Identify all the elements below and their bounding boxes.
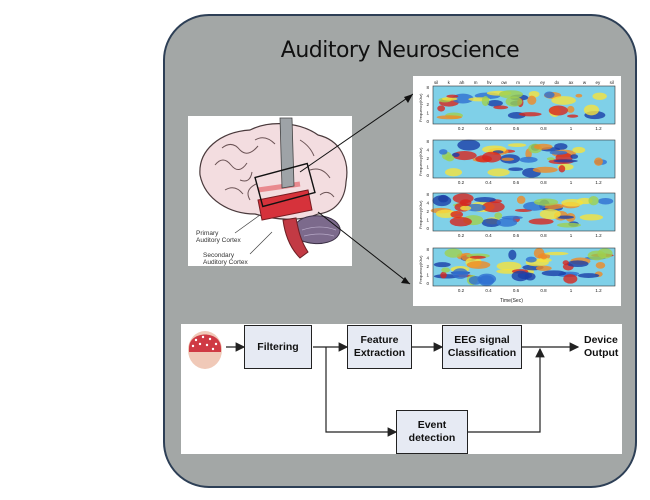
x-tick-label: 0.2 [458, 126, 465, 131]
filtering-box: Filtering [244, 325, 312, 369]
y-tick-label: 8 [426, 192, 429, 197]
phoneme-label: ow [501, 80, 507, 85]
x-tick-label: 0.8 [540, 233, 547, 238]
x-tick-label: 0.8 [540, 180, 547, 185]
y-tick-label: 1 [426, 165, 429, 170]
phoneme-label: ah [459, 80, 465, 85]
device-output-label: Device Output [584, 334, 619, 359]
x-tick-label: 1 [570, 126, 573, 131]
phoneme-label: dx [554, 80, 560, 85]
y-axis-label: Frequency(Khz) [418, 93, 423, 122]
x-tick-label: 0.2 [458, 288, 465, 293]
y-tick-label: 2 [426, 264, 429, 269]
x-tick-label: 1.2 [595, 288, 602, 293]
x-tick-label: 0.6 [513, 288, 520, 293]
y-tick-label: 2 [426, 209, 429, 214]
x-tick-label: 1.2 [595, 180, 602, 185]
time-axis-label: Time(Sec) [500, 298, 523, 304]
phoneme-label: m [473, 80, 478, 85]
y-axis-label: Frequency(Khz) [418, 200, 423, 229]
phoneme-label: r [529, 80, 531, 85]
eeg-classification-box: EEG signal Classification [442, 325, 522, 369]
phoneme-label: ax [568, 80, 574, 85]
y-tick-label: 8 [426, 85, 429, 90]
y-tick-label: 8 [426, 139, 429, 144]
y-tick-label: 2 [426, 156, 429, 161]
y-axis-label: Frequency(Khz) [418, 147, 423, 176]
y-tick-label: 1 [426, 273, 429, 278]
feature-extraction-box: Feature Extraction [347, 325, 412, 369]
x-tick-label: 0.4 [485, 126, 492, 131]
y-tick-label: 0 [426, 173, 429, 178]
phoneme-label: m [516, 80, 520, 85]
y-tick-label: 2 [426, 102, 429, 107]
y-tick-label: 8 [426, 247, 429, 252]
phoneme-label: ey [540, 80, 546, 85]
x-tick-label: 1 [570, 180, 573, 185]
y-tick-label: 1 [426, 111, 429, 116]
y-tick-label: 0 [426, 281, 429, 286]
x-tick-label: 0.2 [458, 180, 465, 185]
phoneme-label: ey [595, 80, 601, 85]
y-tick-label: 4 [426, 148, 429, 153]
phoneme-label: hv [486, 80, 492, 85]
x-tick-label: 0.8 [540, 288, 547, 293]
secondary-auditory-cortex-label: Secondary Auditory Cortex [203, 252, 248, 266]
y-axis-label: Frequency(Khz) [418, 255, 423, 284]
y-tick-label: 4 [426, 94, 429, 99]
phoneme-label: w [582, 80, 587, 85]
phoneme-label: sil [434, 80, 439, 85]
x-tick-label: 1 [570, 288, 573, 293]
y-tick-label: 4 [426, 201, 429, 206]
primary-auditory-cortex-label: Primary Auditory Cortex [196, 230, 241, 244]
x-tick-label: 0.6 [513, 126, 520, 131]
eeg-cap-head-icon [184, 328, 226, 372]
x-tick-label: 0.4 [485, 233, 492, 238]
event-detection-box: Event detection [396, 410, 468, 454]
x-tick-label: 0.4 [485, 288, 492, 293]
x-tick-label: 0.8 [540, 126, 547, 131]
x-tick-label: 0.2 [458, 233, 465, 238]
y-tick-label: 0 [426, 119, 429, 124]
page-title: Auditory Neuroscience [280, 38, 520, 63]
phoneme-label: sil [609, 80, 614, 85]
x-tick-label: 0.4 [485, 180, 492, 185]
x-tick-label: 0.6 [513, 233, 520, 238]
phoneme-labels: sil k ah m hv ow m r ey dx ax w ey sil [434, 80, 614, 85]
y-tick-label: 1 [426, 218, 429, 223]
phoneme-label: k [447, 80, 450, 85]
y-tick-label: 0 [426, 226, 429, 231]
x-tick-label: 1 [570, 233, 573, 238]
x-tick-label: 1.2 [595, 126, 602, 131]
x-tick-label: 1.2 [595, 233, 602, 238]
x-tick-label: 0.6 [513, 180, 520, 185]
y-tick-label: 4 [426, 256, 429, 261]
